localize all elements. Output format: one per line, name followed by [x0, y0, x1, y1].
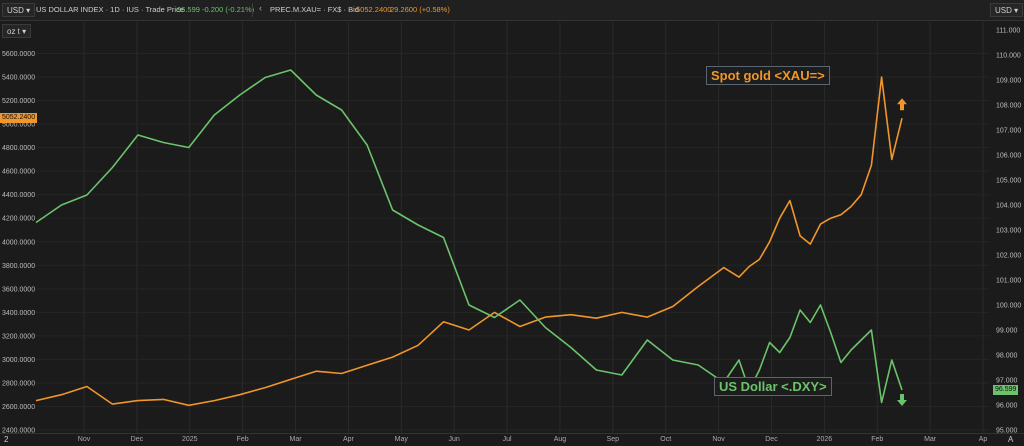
- right-tick-label: 108.000: [996, 103, 1021, 110]
- gold-series-line: [35, 76, 903, 407]
- x-tick-label: Apr: [342, 436, 354, 443]
- bottom-right-label[interactable]: A: [1008, 435, 1014, 444]
- right-unit-select[interactable]: USD ▾: [990, 3, 1024, 17]
- left-tick-label: 2600.0000: [2, 404, 35, 411]
- x-tick-label: Nov: [712, 436, 725, 443]
- xau-value: 5052.2400: [356, 5, 392, 14]
- x-tick-label: Dec: [130, 436, 144, 443]
- right-tick-label: 104.000: [996, 203, 1021, 210]
- right-tick-label: 96.000: [996, 403, 1018, 410]
- right-tick-label: 111.000: [996, 28, 1020, 35]
- x-tick-label: Nov: [77, 436, 91, 443]
- right-axis: 111.000 110.000 109.000 108.000 107.000 106.0…: [996, 28, 1021, 435]
- left-tick-label: 5600.0000: [2, 51, 35, 58]
- x-axis: Nov Dec 2025 Feb Mar Apr May Jun Jul Aug Sep Oct Nov…: [0, 433, 1024, 446]
- right-tick-label: 102.000: [996, 253, 1021, 260]
- arrow-down-icon: [897, 394, 907, 406]
- gold-last-value-tag: 5052.2400: [0, 113, 38, 124]
- x-tick-label: Mar: [289, 436, 302, 443]
- right-tick-label: 103.000: [996, 228, 1021, 235]
- x-tick-label: Mar: [924, 436, 937, 443]
- left-tick-label: 3400.0000: [2, 310, 35, 317]
- left-tick-label: 4400.0000: [2, 192, 35, 199]
- x-tick-label: Jun: [448, 436, 460, 443]
- x-tick-label: Dec: [765, 436, 778, 443]
- x-tick-label: May: [394, 436, 408, 443]
- left-tick-label: 4600.0000: [2, 169, 35, 176]
- right-tick-label: 98.000: [996, 353, 1018, 360]
- top-toolbar: USD ▾ US DOLLAR INDEX · 1D · IUS · Trade…: [0, 0, 1024, 21]
- xau-title: PREC.M.XAU= · FX$ · Bid: [270, 5, 359, 14]
- right-tick-label: 101.000: [996, 278, 1021, 285]
- divider: [252, 3, 253, 17]
- right-tick-label: 107.000: [996, 128, 1021, 135]
- right-tick-label: 105.000: [996, 178, 1021, 185]
- right-tick-label: 100.000: [996, 303, 1021, 310]
- x-tick-label: Feb: [236, 436, 249, 443]
- left-unit-select[interactable]: USD ▾: [2, 3, 36, 17]
- right-tick-label: 110.000: [996, 53, 1021, 60]
- series-lines: [35, 69, 903, 407]
- xau-change: 29.2600 (+0.58%): [390, 5, 450, 14]
- dxy-title: US DOLLAR INDEX · 1D · IUS · Trade Price: [36, 5, 184, 14]
- dollar-series-line: [35, 69, 903, 404]
- right-tick-label: 99.000: [996, 328, 1018, 335]
- x-tick-label: Jul: [502, 436, 512, 443]
- x-tick-label: Feb: [871, 436, 884, 443]
- right-tick-label: 109.000: [996, 78, 1021, 85]
- left-unit2-label: oz t: [7, 27, 20, 36]
- left-tick-label: 5200.0000: [2, 98, 35, 105]
- gold-callout: Spot gold <XAU=>: [706, 66, 830, 85]
- left-tick-label: 4200.0000: [2, 216, 35, 223]
- chevron-down-icon: ▾: [1011, 6, 1019, 15]
- grid: [36, 22, 990, 434]
- left-tick-label: 2400.0000: [2, 428, 35, 435]
- right-tick-label: 97.000: [996, 378, 1018, 385]
- x-tick-label: 2025: [181, 436, 198, 443]
- left-unit-label: USD: [7, 6, 24, 15]
- x-tick-label: Sep: [606, 436, 620, 443]
- x-tick-label: Oct: [660, 436, 672, 443]
- chevron-down-icon: ▾: [23, 6, 31, 15]
- chevron-left-icon[interactable]: ‹: [259, 3, 262, 13]
- x-tick-label: 2026: [816, 436, 833, 443]
- left-tick-label: 5400.0000: [2, 75, 35, 82]
- left-unit2-select[interactable]: oz t ▾: [2, 24, 32, 38]
- right-tick-label: 106.000: [996, 153, 1021, 160]
- left-tick-label: 4800.0000: [2, 145, 35, 152]
- left-tick-label: 3600.0000: [2, 286, 35, 293]
- left-axis: 5600.0000 5400.0000 5200.0000 5000.0000 4800…: [2, 51, 35, 434]
- left-tick-label: 3200.0000: [2, 333, 35, 340]
- left-tick-label: 2800.0000: [2, 380, 35, 387]
- left-tick-label: 5000.0000: [2, 122, 35, 129]
- dollar-callout: US Dollar <.DXY>: [714, 377, 832, 396]
- dxy-value: 96.599: [177, 5, 200, 14]
- dxy-change: -0.200 (-0.21%): [202, 5, 255, 14]
- dxy-last-value-tag: 96.599: [993, 385, 1019, 395]
- chevron-down-icon: ▾: [19, 27, 27, 36]
- series-end-arrows: [897, 98, 907, 406]
- x-tick-label: Aug: [553, 436, 567, 443]
- left-tick-label: 4000.0000: [2, 239, 35, 246]
- right-tick-label: 95.000: [996, 428, 1018, 435]
- bottom-left-label[interactable]: 2: [4, 435, 9, 444]
- arrow-up-icon: [897, 98, 907, 111]
- left-tick-label: 3800.0000: [2, 263, 35, 270]
- right-unit-label: USD: [995, 6, 1012, 15]
- left-tick-label: 3000.0000: [2, 357, 35, 364]
- x-tick-label: Ap: [978, 436, 988, 443]
